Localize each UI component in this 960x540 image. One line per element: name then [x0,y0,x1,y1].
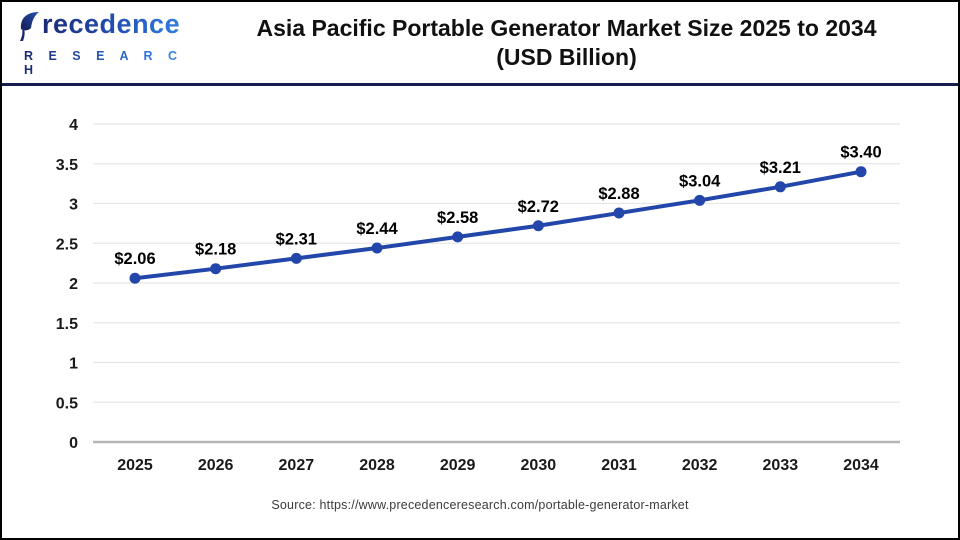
data-point-marker [210,263,222,275]
data-point-label: $2.44 [356,220,398,238]
y-tick-label: 1.5 [56,316,78,333]
data-point-label: $2.88 [598,185,639,203]
y-tick-label: 1 [69,356,78,373]
data-point-label: $2.58 [437,209,478,227]
source-text: Source: https://www.precedenceresearch.c… [271,498,689,512]
precedence-research-logo: recedence R E S E A R C H [18,9,193,77]
chart-title-line1: Asia Pacific Portable Generator Market S… [256,14,877,41]
x-tick-label: 2032 [682,457,718,474]
x-tick-label: 2026 [198,457,234,474]
y-tick-label: 2 [69,276,78,293]
logo-top-row: recedence [18,8,193,46]
data-point-label: $3.40 [840,144,881,162]
data-point-label: $2.06 [114,250,155,268]
y-tick-label: 3 [69,197,78,214]
data-point-label: $3.21 [760,159,801,177]
data-point-marker [129,272,141,284]
x-tick-label: 2028 [359,457,395,474]
x-tick-label: 2029 [440,457,476,474]
series-line [133,169,863,281]
y-tick-label: 2.5 [56,236,78,253]
x-tick-label: 2030 [521,457,557,474]
x-tick-label: 2031 [601,457,637,474]
y-tick-label: 0.5 [56,395,78,412]
footer: Source: https://www.precedenceresearch.c… [2,486,958,538]
data-point-label: $2.18 [195,241,236,259]
y-tick-label: 3.5 [56,157,78,174]
x-tick-label: 2033 [763,457,799,474]
chart-title: Asia Pacific Portable Generator Market S… [193,14,948,72]
data-point-marker [694,194,706,206]
chart-area: 0 0.5 1 1.5 2 2.5 3 3.5 4 2025 2026 2027 2028 2029 203… [2,86,958,486]
data-point-marker [371,242,383,254]
data-point-marker [452,231,464,243]
data-point-label: $2.72 [518,198,559,216]
logo-leaf-icon [18,11,40,46]
data-point-marker [774,181,786,193]
header: recedence R E S E A R C H Asia Pacific P… [2,2,958,86]
chart-title-line2: (USD Billion) [496,43,637,70]
logo-research-text: R E S E A R C H [24,49,193,77]
y-tick-label: 0 [69,435,78,452]
logo-wordmark: recedence [42,8,181,39]
y-tick-label: 4 [69,117,78,134]
x-tick-label: 2027 [279,457,315,474]
data-point-marker [855,166,867,178]
data-point-marker [613,207,625,219]
data-point-marker [532,220,544,232]
data-point-label: $2.31 [276,230,317,248]
x-tick-label: 2034 [843,457,879,474]
data-point-label: $3.04 [679,172,721,190]
chart-svg: 0 0.5 1 1.5 2 2.5 3 3.5 4 2025 2026 2027 2028 2029 203… [56,117,900,474]
data-point-marker [290,252,302,264]
x-tick-label: 2025 [117,457,153,474]
